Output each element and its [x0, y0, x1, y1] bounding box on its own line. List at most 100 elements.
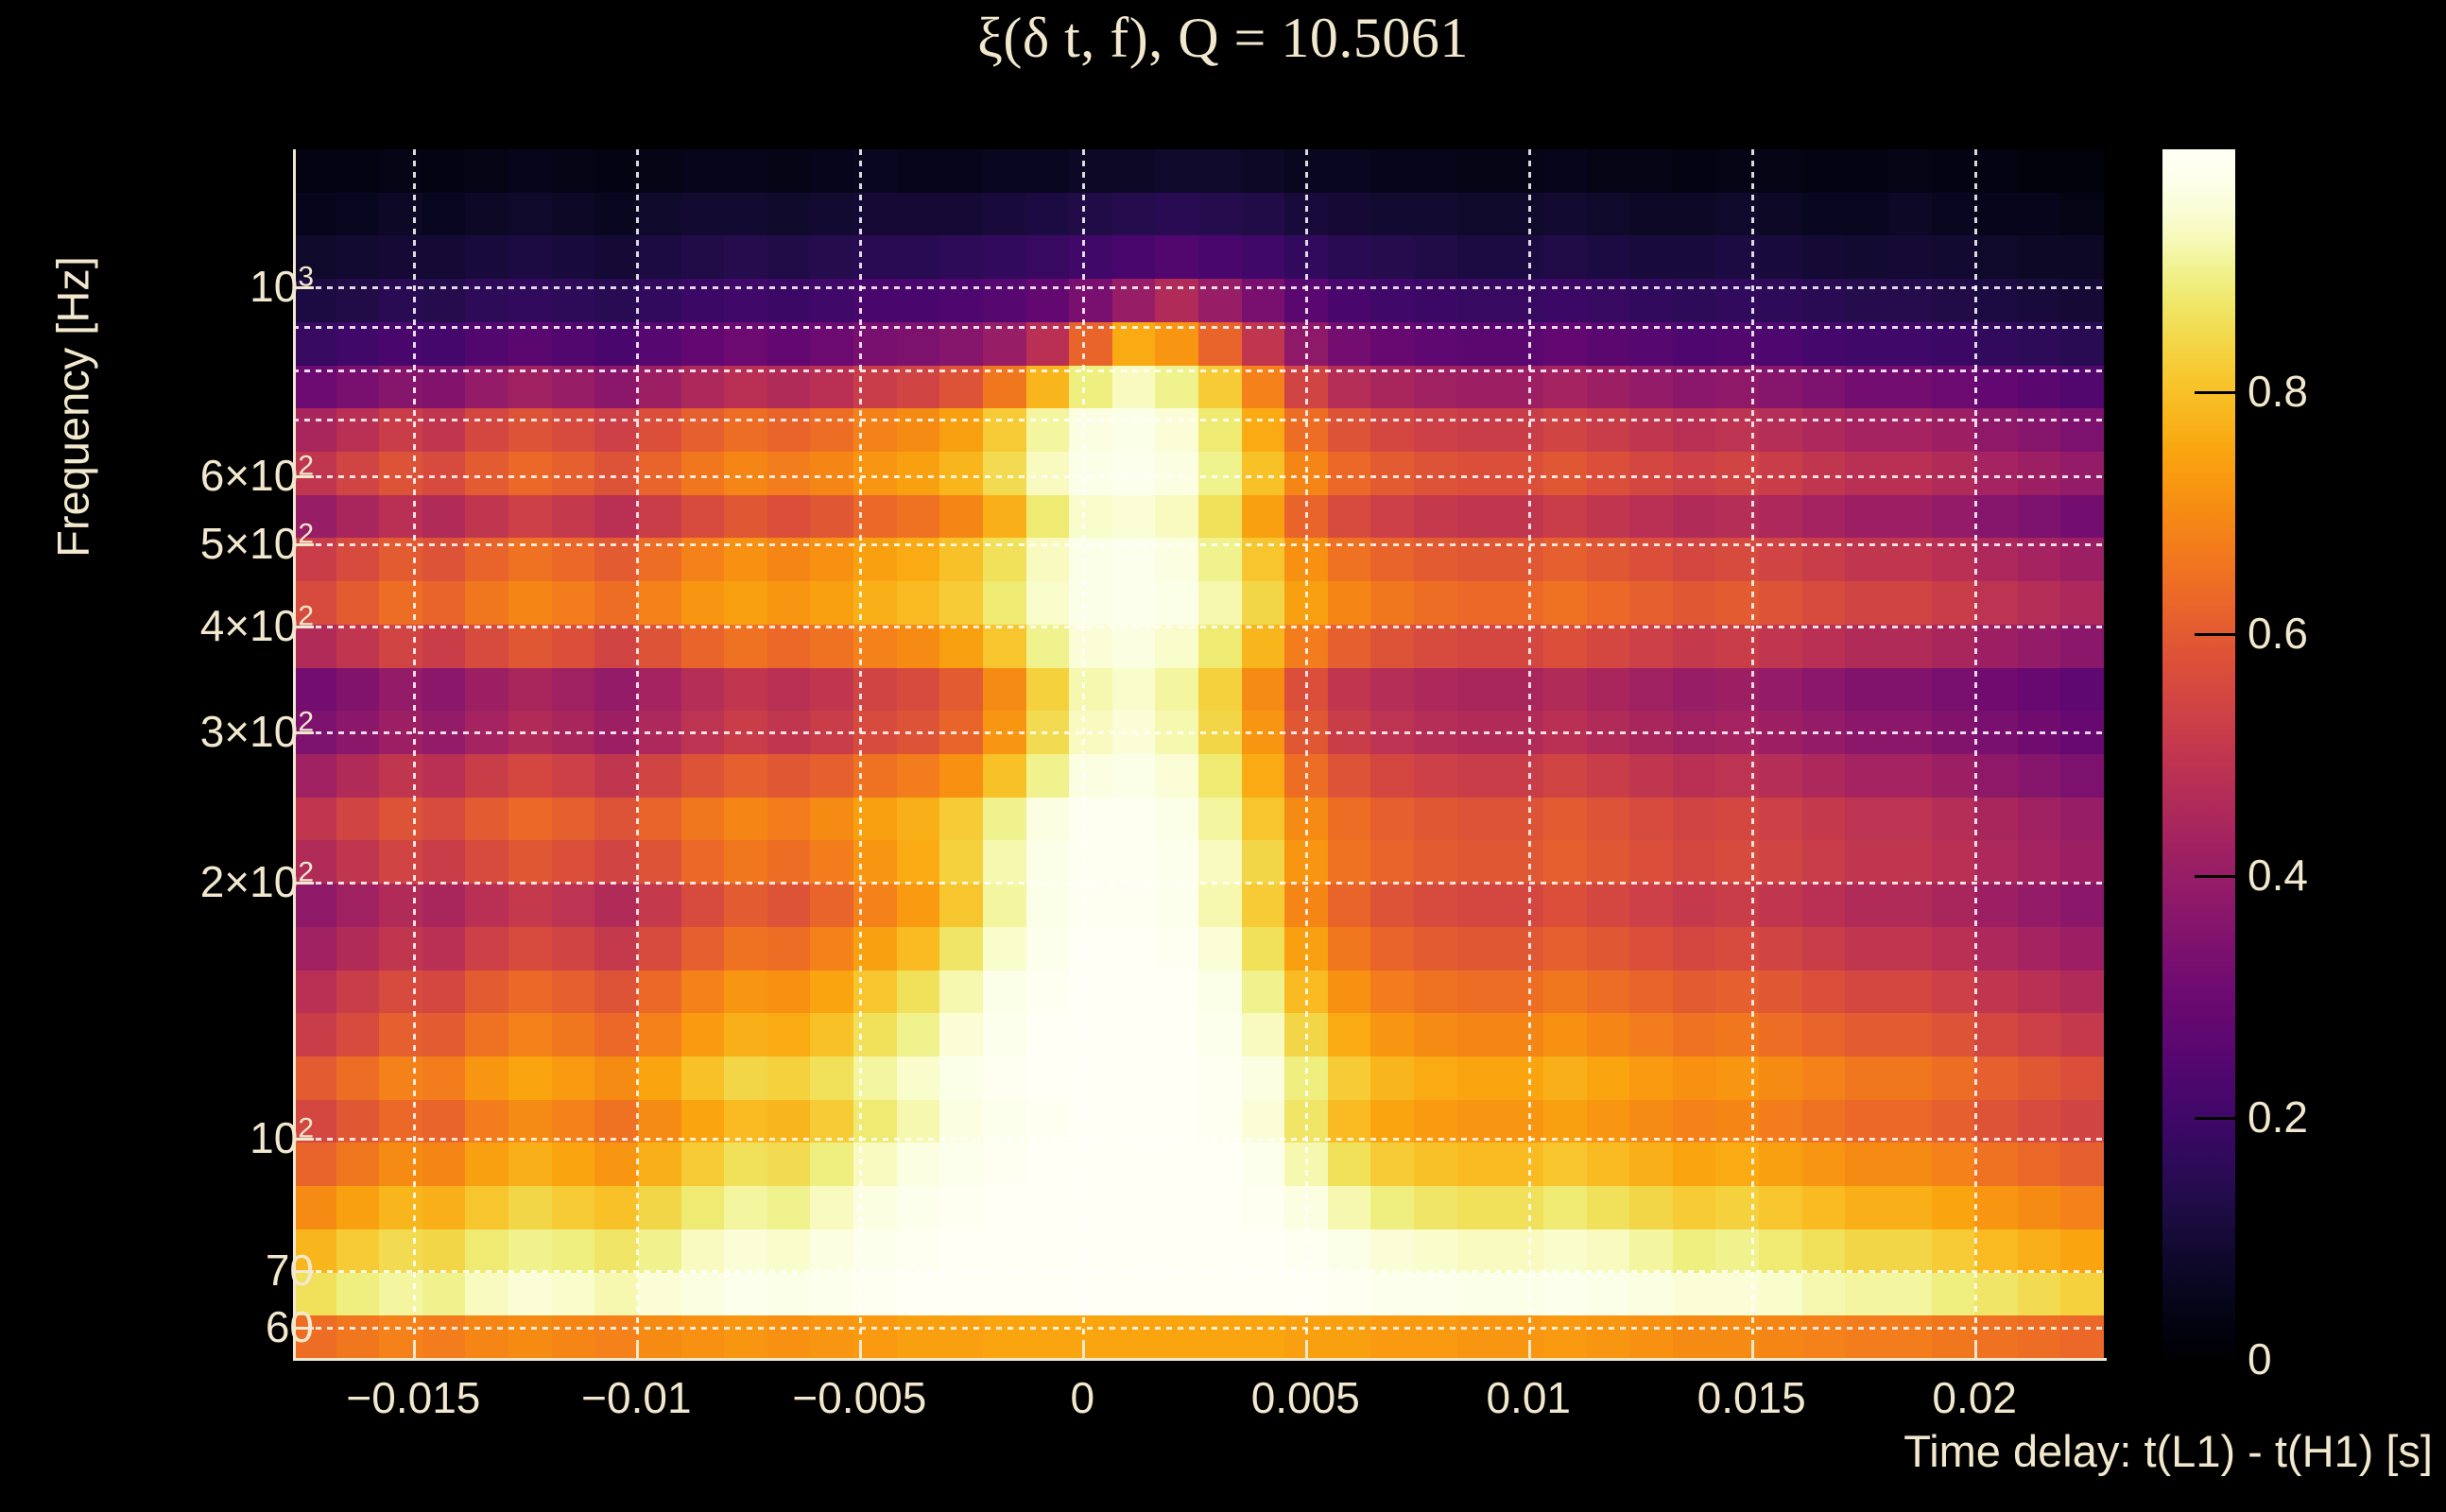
- heatmap-cell: [1284, 1143, 1328, 1187]
- heatmap-cell: [939, 1099, 983, 1143]
- heatmap-cell: [422, 624, 466, 668]
- x-axis-tick-mark: [636, 1340, 640, 1361]
- heatmap-cell: [1284, 1099, 1328, 1143]
- heatmap-cell: [379, 321, 422, 366]
- heatmap-cell: [982, 581, 1026, 625]
- heatmap-cell: [1801, 1315, 1846, 1359]
- heatmap-cell: [939, 235, 983, 280]
- heatmap-cell: [551, 452, 595, 495]
- heatmap-cell: [637, 1099, 681, 1143]
- heatmap-cell: [551, 624, 595, 668]
- heatmap-cell: [1155, 1272, 1198, 1316]
- heatmap-cell: [767, 1057, 811, 1100]
- heatmap-cell: [508, 1315, 552, 1359]
- heatmap-cell: [1327, 667, 1371, 712]
- heatmap-cell: [982, 538, 1026, 582]
- x-axis-tick-mark: [1751, 1340, 1755, 1361]
- heatmap-cell: [1111, 1099, 1156, 1143]
- heatmap-cell: [2060, 1013, 2104, 1057]
- heatmap-cell: [1025, 926, 1070, 971]
- heatmap-cell: [1370, 1228, 1415, 1273]
- heatmap-cell: [1500, 754, 1543, 798]
- heatmap-cell: [1801, 624, 1846, 668]
- heatmap-cell: [1586, 797, 1630, 841]
- heatmap-cell: [1241, 235, 1285, 280]
- heatmap-cell: [508, 840, 552, 885]
- heatmap-cell: [896, 884, 940, 927]
- heatmap-cell: [1629, 365, 1673, 409]
- heatmap-cell: [896, 1057, 940, 1100]
- heatmap-cell: [508, 452, 552, 495]
- heatmap-cell: [810, 365, 854, 409]
- heatmap-cell: [896, 235, 940, 280]
- heatmap-cell: [680, 1186, 725, 1229]
- x-axis-tick-mark: [1528, 1340, 1532, 1361]
- heatmap-cell: [1414, 624, 1457, 668]
- heatmap-cell: [1111, 624, 1156, 668]
- heatmap-cell: [1284, 840, 1328, 885]
- heatmap-cell: [465, 1228, 509, 1273]
- heatmap-cell: [1974, 365, 2018, 409]
- heatmap-cell: [465, 1143, 509, 1187]
- heatmap-cell: [767, 494, 811, 539]
- heatmap-cell: [1845, 408, 1888, 452]
- heatmap-cell: [422, 797, 466, 841]
- heatmap-cell: [508, 494, 552, 539]
- heatmap-cell: [1370, 926, 1415, 971]
- heatmap-cell: [724, 667, 767, 712]
- heatmap-cell: [1414, 321, 1457, 366]
- heatmap-cell: [1155, 624, 1198, 668]
- heatmap-cell: [1025, 970, 1070, 1014]
- heatmap-cell: [1284, 494, 1328, 539]
- heatmap-cell: [939, 667, 983, 712]
- heatmap-cell: [724, 321, 767, 366]
- heatmap-cell: [2060, 149, 2104, 193]
- heatmap-cell: [810, 624, 854, 668]
- heatmap-cell: [1542, 1099, 1587, 1143]
- heatmap-cell: [336, 1099, 380, 1143]
- heatmap-cell: [767, 667, 811, 712]
- heatmap-cell: [465, 797, 509, 841]
- heatmap-cell: [379, 452, 422, 495]
- heatmap-cell: [1456, 1228, 1501, 1273]
- heatmap-cell: [594, 1057, 638, 1100]
- heatmap-cell: [508, 581, 552, 625]
- heatmap-cell: [1801, 711, 1846, 754]
- heatmap-cell: [810, 1228, 854, 1273]
- heatmap-cell: [336, 192, 380, 236]
- heatmap-cell: [1715, 452, 1760, 495]
- heatmap-cell: [1845, 538, 1888, 582]
- heatmap-cell: [1069, 279, 1112, 322]
- heatmap-cell: [379, 840, 422, 885]
- heatmap-cell: [465, 235, 509, 280]
- heatmap-cell: [379, 884, 422, 927]
- heatmap-cell: [939, 711, 983, 754]
- heatmap-cell: [1414, 581, 1457, 625]
- y-axis-tick-label: 5×102: [199, 518, 314, 568]
- heatmap-cell: [982, 321, 1026, 366]
- heatmap-cell: [810, 1099, 854, 1143]
- colorbar-tick-mark: [2195, 633, 2235, 636]
- heatmap-cell: [1414, 884, 1457, 927]
- heatmap-cell: [293, 884, 336, 927]
- heatmap-cell: [637, 797, 681, 841]
- heatmap-cell: [1542, 711, 1587, 754]
- heatmap-cell: [2060, 624, 2104, 668]
- heatmap-cell: [379, 149, 422, 193]
- x-axis-tick-label: 0.01: [1486, 1373, 1571, 1422]
- heatmap-cell: [637, 926, 681, 971]
- heatmap-cell: [853, 1228, 897, 1273]
- heatmap-cell: [1586, 970, 1630, 1014]
- heatmap-cell: [767, 1013, 811, 1057]
- heatmap-cell: [982, 1228, 1026, 1273]
- heatmap-cell: [1845, 667, 1888, 712]
- heatmap-cell: [1931, 365, 1975, 409]
- heatmap-cell: [1069, 1186, 1112, 1229]
- heatmap-cell: [853, 149, 897, 193]
- heatmap-cell: [551, 192, 595, 236]
- heatmap-cell: [1069, 235, 1112, 280]
- heatmap-cell: [1370, 494, 1415, 539]
- heatmap-cell: [1025, 667, 1070, 712]
- heatmap-cell: [1542, 452, 1587, 495]
- heatmap-cell: [293, 494, 336, 539]
